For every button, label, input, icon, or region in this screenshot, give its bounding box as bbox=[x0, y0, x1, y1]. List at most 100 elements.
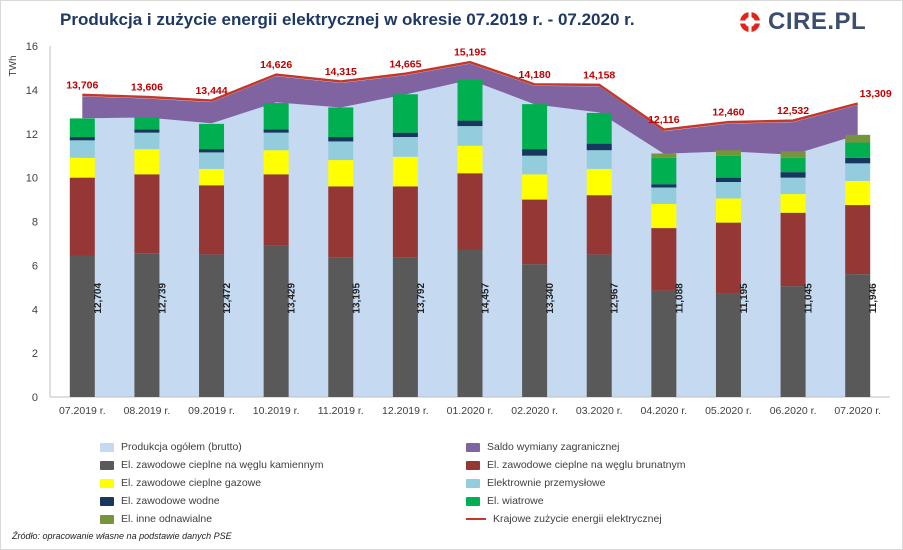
bar-segment-wiatrowe bbox=[69, 118, 95, 138]
data-label-krajowe: 14,158 bbox=[583, 69, 615, 81]
bar-segment-kamienny bbox=[69, 255, 95, 397]
data-label-krajowe: 12,532 bbox=[777, 105, 809, 117]
legend-item-wodne: El. zawodowe wodne bbox=[100, 495, 220, 507]
data-label-krajowe: 13,606 bbox=[131, 82, 163, 94]
bar-segment-brunatny bbox=[392, 186, 418, 258]
bar-segment-przemyslowe bbox=[522, 155, 548, 175]
x-tick-label: 05.2020 r. bbox=[705, 405, 752, 417]
bar-segment-gazowe bbox=[845, 180, 871, 206]
legend-label: Elektrownie przemysłowe bbox=[487, 477, 606, 489]
x-tick-label: 11.2019 r. bbox=[318, 405, 364, 417]
y-tick-label: 10 bbox=[26, 173, 38, 185]
x-tick-label: 02.2020 r. bbox=[511, 405, 558, 417]
bar-segment-wodne bbox=[392, 132, 418, 138]
legend-swatch bbox=[466, 496, 480, 506]
bar-segment-wiatrowe bbox=[457, 80, 483, 121]
chart-plot: 0 2 4 6 8 10 12 14 16 TWh 07.2019 r. 08.2019 r. 09.2… bbox=[8, 41, 892, 417]
data-label-krajowe: 13,309 bbox=[860, 88, 892, 100]
bar-segment-wodne bbox=[69, 137, 95, 141]
bar-segment-przemyslowe bbox=[328, 141, 354, 161]
legend-swatch bbox=[100, 442, 114, 452]
bar-segment-przemyslowe bbox=[457, 126, 483, 146]
y-tick-label: 8 bbox=[32, 217, 38, 229]
data-label-produkcja: 11,045 bbox=[804, 283, 815, 313]
bar-segment-wodne bbox=[780, 172, 806, 178]
bar-segment-brunatny bbox=[328, 186, 354, 258]
data-label-krajowe: 14,626 bbox=[260, 59, 292, 71]
bar-segment-wodne bbox=[586, 143, 612, 151]
bar-segment-gazowe bbox=[134, 149, 160, 175]
x-tick-label: 09.2019 r. bbox=[188, 405, 235, 417]
bar-segment-wodne bbox=[457, 120, 483, 127]
x-tick-label: 07.2020 r. bbox=[834, 405, 881, 417]
data-label-produkcja: 13,792 bbox=[416, 283, 427, 314]
data-label-produkcja: 12,472 bbox=[222, 283, 233, 314]
x-tick-label: 04.2020 r. bbox=[640, 405, 687, 417]
bar-segment-gazowe bbox=[715, 198, 741, 223]
bar-segment-kamienny bbox=[651, 290, 677, 397]
legend-swatch bbox=[466, 460, 480, 470]
area-saldo-wymiany bbox=[82, 63, 858, 155]
bar-segment-wodne bbox=[715, 177, 741, 183]
x-tick-label: 08.2019 r. bbox=[124, 405, 171, 417]
bar-segment-brunatny bbox=[263, 174, 289, 246]
legend-item-gazowe: El. zawodowe cieplne gazowe bbox=[100, 477, 261, 489]
data-label-produkcja: 13,195 bbox=[351, 283, 362, 314]
data-label-produkcja: 11,946 bbox=[868, 283, 879, 313]
bar-segment-gazowe bbox=[457, 145, 483, 174]
bar-segment-gazowe bbox=[651, 203, 677, 229]
bar-segment-wodne bbox=[263, 129, 289, 133]
bar-segment-wiatrowe bbox=[263, 103, 289, 130]
legend-label: El. zawodowe cieplne gazowe bbox=[121, 477, 262, 489]
bar-segment-brunatny bbox=[69, 177, 95, 256]
bar-segment-gazowe bbox=[522, 174, 548, 200]
legend-item-saldo: Saldo wymiany zagranicznej bbox=[466, 441, 619, 453]
x-tick-label: 07.2019 r. bbox=[59, 405, 106, 417]
x-tick-label: 06.2020 r. bbox=[770, 405, 817, 417]
y-tick-label: 16 bbox=[26, 41, 38, 53]
legend-label: El. zawodowe cieplne na węglu kamiennym bbox=[121, 459, 324, 471]
legend-item-wiatrowe: El. wiatrowe bbox=[466, 495, 544, 507]
bar-segment-wiatrowe bbox=[715, 155, 741, 178]
bar-segment-brunatny bbox=[715, 222, 741, 294]
bar-segment-kamienny bbox=[780, 286, 806, 397]
y-tick-label: 0 bbox=[32, 392, 38, 404]
bar-segment-kamienny bbox=[522, 264, 548, 397]
line-krajowe-zuzycie bbox=[82, 60, 859, 132]
bar-segment-brunatny bbox=[586, 195, 612, 255]
x-tick-label: 03.2020 r. bbox=[576, 405, 623, 417]
bar-segment-wodne bbox=[845, 157, 871, 164]
bar-segment-inne bbox=[845, 134, 871, 143]
legend-swatch bbox=[100, 496, 114, 506]
data-label-produkcja: 13,340 bbox=[545, 283, 556, 314]
data-label-produkcja: 12,967 bbox=[610, 283, 621, 314]
cire-logo-text: CIRE.PL bbox=[768, 8, 867, 35]
bar-segment-kamienny bbox=[457, 250, 483, 397]
bar-segment-przemyslowe bbox=[392, 137, 418, 157]
legend-label: Produkcja ogółem (brutto) bbox=[121, 441, 242, 453]
bar-segment-wiatrowe bbox=[328, 107, 354, 138]
bar-segment-brunatny bbox=[522, 199, 548, 265]
legend-item-krajowe: Krajowe zużycie energii elektrycznej bbox=[466, 513, 662, 525]
bar-segment-wiatrowe bbox=[134, 117, 160, 130]
bar-segment-inne bbox=[651, 153, 677, 158]
data-label-produkcja: 14,457 bbox=[481, 283, 492, 314]
y-tick-label: 6 bbox=[32, 260, 38, 272]
legend-swatch bbox=[100, 460, 114, 470]
legend-swatch bbox=[100, 514, 114, 524]
bar-segment-gazowe bbox=[328, 160, 354, 187]
legend-swatch bbox=[466, 442, 480, 452]
bar-segment-brunatny bbox=[651, 228, 677, 291]
data-label-produkcja: 11,195 bbox=[739, 283, 750, 313]
chart-title: Produkcja i zużycie energii elektrycznej… bbox=[60, 10, 635, 29]
legend-label: El. zawodowe wodne bbox=[121, 495, 220, 507]
bar-segment-kamienny bbox=[134, 253, 160, 397]
legend-label: El. zawodowe cieplne na węglu brunatnym bbox=[487, 459, 686, 471]
legend-swatch bbox=[466, 518, 486, 520]
bar-segment-wiatrowe bbox=[651, 157, 677, 185]
bar-segment-przemyslowe bbox=[199, 152, 225, 169]
bar-segment-wiatrowe bbox=[845, 142, 871, 158]
data-label-krajowe: 15,195 bbox=[454, 47, 486, 59]
legend-item-kamienny: El. zawodowe cieplne na węglu kamiennym bbox=[100, 459, 324, 471]
bar-segment-gazowe bbox=[392, 156, 418, 187]
